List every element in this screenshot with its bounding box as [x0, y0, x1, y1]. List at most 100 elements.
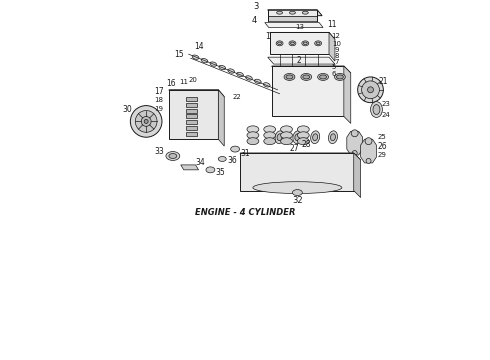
Ellipse shape: [277, 11, 283, 14]
Ellipse shape: [365, 138, 372, 145]
Ellipse shape: [313, 134, 318, 141]
Polygon shape: [268, 57, 335, 64]
Ellipse shape: [351, 130, 358, 137]
Ellipse shape: [337, 75, 343, 79]
Polygon shape: [240, 153, 361, 160]
Text: 14: 14: [194, 42, 203, 51]
Polygon shape: [186, 97, 196, 101]
Ellipse shape: [275, 131, 284, 144]
Ellipse shape: [352, 150, 357, 156]
Ellipse shape: [291, 42, 294, 45]
Ellipse shape: [301, 73, 312, 80]
Text: 22: 22: [233, 94, 242, 100]
Polygon shape: [240, 153, 354, 190]
Text: 9: 9: [335, 47, 339, 53]
Polygon shape: [268, 10, 317, 15]
Ellipse shape: [358, 77, 383, 103]
Text: 11: 11: [327, 20, 337, 29]
Ellipse shape: [293, 190, 302, 195]
Text: 15: 15: [174, 50, 184, 59]
Polygon shape: [270, 32, 329, 54]
Ellipse shape: [276, 41, 283, 46]
Text: 11: 11: [179, 79, 188, 85]
Text: 10: 10: [332, 41, 342, 47]
Ellipse shape: [192, 55, 199, 59]
Text: 7: 7: [335, 59, 339, 65]
Ellipse shape: [318, 73, 328, 80]
Text: 17: 17: [154, 87, 164, 96]
Ellipse shape: [272, 86, 279, 90]
Polygon shape: [186, 114, 196, 118]
Text: 6: 6: [332, 71, 336, 77]
Text: 20: 20: [188, 77, 197, 83]
Polygon shape: [169, 90, 224, 97]
Ellipse shape: [247, 126, 259, 133]
Ellipse shape: [281, 132, 293, 139]
Ellipse shape: [264, 126, 276, 133]
Text: 32: 32: [292, 196, 303, 205]
Ellipse shape: [281, 138, 293, 145]
Ellipse shape: [231, 146, 240, 152]
Ellipse shape: [201, 58, 208, 63]
Text: 18: 18: [154, 97, 164, 103]
Text: 26: 26: [378, 141, 387, 150]
Ellipse shape: [264, 138, 276, 145]
Ellipse shape: [311, 131, 319, 144]
Text: 8: 8: [335, 53, 339, 59]
Ellipse shape: [169, 153, 177, 158]
Ellipse shape: [302, 41, 309, 46]
Ellipse shape: [277, 134, 282, 141]
Polygon shape: [270, 32, 335, 39]
Text: 12: 12: [332, 33, 341, 39]
Ellipse shape: [219, 66, 225, 70]
Polygon shape: [186, 109, 196, 113]
Ellipse shape: [245, 76, 252, 80]
Text: 29: 29: [378, 152, 387, 158]
Polygon shape: [186, 103, 196, 107]
Ellipse shape: [315, 41, 321, 46]
Text: 4: 4: [251, 16, 257, 25]
Polygon shape: [265, 23, 323, 27]
Text: 25: 25: [378, 134, 387, 140]
Ellipse shape: [264, 83, 270, 87]
Polygon shape: [268, 15, 317, 21]
Ellipse shape: [135, 111, 157, 132]
Polygon shape: [271, 66, 351, 73]
Ellipse shape: [206, 167, 215, 173]
Text: 19: 19: [154, 105, 164, 112]
Ellipse shape: [297, 126, 309, 133]
Ellipse shape: [237, 72, 244, 77]
Ellipse shape: [284, 73, 295, 80]
Text: 2: 2: [297, 56, 302, 65]
Ellipse shape: [210, 62, 217, 66]
Ellipse shape: [247, 138, 259, 145]
Ellipse shape: [373, 105, 380, 114]
Polygon shape: [347, 131, 363, 155]
Text: 1: 1: [266, 32, 270, 41]
Ellipse shape: [293, 131, 302, 144]
Ellipse shape: [316, 42, 320, 45]
Text: 31: 31: [240, 149, 250, 158]
Ellipse shape: [303, 67, 308, 69]
Polygon shape: [186, 132, 196, 136]
Ellipse shape: [297, 138, 309, 145]
Text: 30: 30: [122, 105, 132, 114]
Text: 33: 33: [154, 147, 164, 156]
Text: 24: 24: [382, 112, 391, 118]
Ellipse shape: [277, 67, 282, 69]
Polygon shape: [169, 90, 219, 139]
Polygon shape: [344, 66, 351, 123]
Ellipse shape: [328, 131, 338, 144]
Ellipse shape: [335, 73, 345, 80]
Polygon shape: [186, 126, 196, 130]
Ellipse shape: [295, 134, 300, 141]
Polygon shape: [354, 153, 361, 198]
Ellipse shape: [303, 75, 310, 79]
Text: 28: 28: [301, 140, 311, 149]
Ellipse shape: [303, 42, 307, 45]
Text: 3: 3: [253, 2, 259, 11]
Text: 34: 34: [196, 158, 205, 167]
Ellipse shape: [254, 79, 261, 84]
Text: 27: 27: [290, 144, 299, 153]
Polygon shape: [271, 66, 344, 117]
